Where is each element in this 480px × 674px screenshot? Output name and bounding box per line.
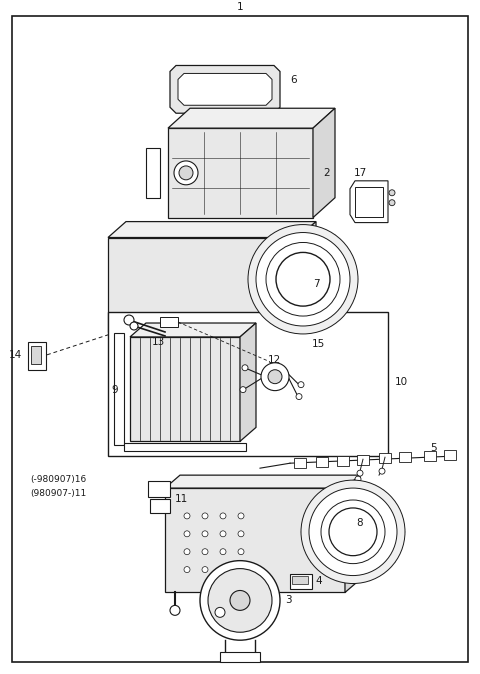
Circle shape <box>268 370 282 384</box>
Bar <box>165 488 345 592</box>
Circle shape <box>208 569 272 632</box>
Circle shape <box>238 513 244 519</box>
Text: 8: 8 <box>356 518 362 528</box>
Bar <box>31 346 41 364</box>
Circle shape <box>266 243 340 316</box>
Text: (980907-)11: (980907-)11 <box>30 489 86 497</box>
Bar <box>114 333 124 446</box>
Circle shape <box>296 394 302 400</box>
Circle shape <box>220 513 226 519</box>
Bar <box>444 450 456 460</box>
Text: 9: 9 <box>111 385 118 395</box>
Text: 1: 1 <box>237 2 243 11</box>
Bar <box>108 237 298 332</box>
Circle shape <box>321 500 385 563</box>
Circle shape <box>242 365 248 371</box>
Circle shape <box>238 549 244 555</box>
Circle shape <box>202 549 208 555</box>
Polygon shape <box>178 73 272 105</box>
Text: 14: 14 <box>9 350 22 360</box>
Text: 17: 17 <box>353 168 367 178</box>
Text: 2: 2 <box>323 168 330 178</box>
Circle shape <box>230 590 250 611</box>
Circle shape <box>184 549 190 555</box>
Text: 4: 4 <box>315 576 322 586</box>
Circle shape <box>215 607 225 617</box>
Bar <box>357 455 369 465</box>
Bar <box>355 187 383 216</box>
Circle shape <box>202 513 208 519</box>
Text: 15: 15 <box>312 339 325 349</box>
Circle shape <box>256 233 350 326</box>
Text: 3: 3 <box>285 595 292 605</box>
Polygon shape <box>313 109 335 218</box>
Circle shape <box>184 531 190 537</box>
Bar <box>285 339 307 353</box>
Circle shape <box>238 567 244 573</box>
Polygon shape <box>350 181 388 222</box>
Circle shape <box>298 381 304 388</box>
Polygon shape <box>345 475 360 592</box>
Circle shape <box>220 531 226 537</box>
Circle shape <box>309 488 397 576</box>
Bar <box>148 481 170 497</box>
Circle shape <box>202 567 208 573</box>
Text: 5: 5 <box>430 443 437 454</box>
Text: 11: 11 <box>175 494 188 504</box>
Polygon shape <box>168 109 335 128</box>
Circle shape <box>357 470 363 476</box>
Text: 10: 10 <box>395 377 408 387</box>
Text: 6: 6 <box>290 75 297 86</box>
Circle shape <box>355 476 361 482</box>
Polygon shape <box>165 475 360 488</box>
Bar <box>160 317 178 327</box>
Circle shape <box>220 567 226 573</box>
Text: 13: 13 <box>152 337 165 347</box>
Circle shape <box>301 480 405 584</box>
Bar <box>316 457 328 467</box>
Circle shape <box>220 549 226 555</box>
Bar <box>124 443 246 452</box>
Circle shape <box>124 315 134 325</box>
Text: (-980907)16: (-980907)16 <box>30 474 86 484</box>
Bar <box>108 312 388 456</box>
Polygon shape <box>130 323 256 337</box>
Text: 7: 7 <box>313 279 320 289</box>
Circle shape <box>240 387 246 393</box>
Bar <box>379 453 391 463</box>
Circle shape <box>184 567 190 573</box>
Bar <box>290 574 312 590</box>
Circle shape <box>184 513 190 519</box>
Circle shape <box>248 224 358 334</box>
Circle shape <box>389 190 395 195</box>
Circle shape <box>238 531 244 537</box>
Circle shape <box>389 200 395 206</box>
Bar <box>168 128 313 218</box>
Polygon shape <box>240 323 256 441</box>
Bar <box>130 337 240 441</box>
Bar <box>424 452 436 461</box>
Circle shape <box>379 468 385 474</box>
Circle shape <box>200 561 280 640</box>
Circle shape <box>174 161 198 185</box>
Bar <box>399 452 411 462</box>
Bar <box>220 652 260 662</box>
Circle shape <box>276 253 330 306</box>
Bar <box>294 458 306 468</box>
Circle shape <box>130 322 138 330</box>
Bar <box>292 576 308 584</box>
Circle shape <box>170 605 180 615</box>
Bar <box>28 342 46 370</box>
Circle shape <box>202 531 208 537</box>
Bar <box>337 456 349 466</box>
Polygon shape <box>108 222 316 237</box>
Bar <box>150 499 170 513</box>
Circle shape <box>179 166 193 180</box>
Text: 12: 12 <box>267 355 281 365</box>
Circle shape <box>329 508 377 555</box>
Polygon shape <box>170 65 280 113</box>
Circle shape <box>261 363 289 391</box>
Polygon shape <box>146 148 160 197</box>
Polygon shape <box>298 222 316 332</box>
